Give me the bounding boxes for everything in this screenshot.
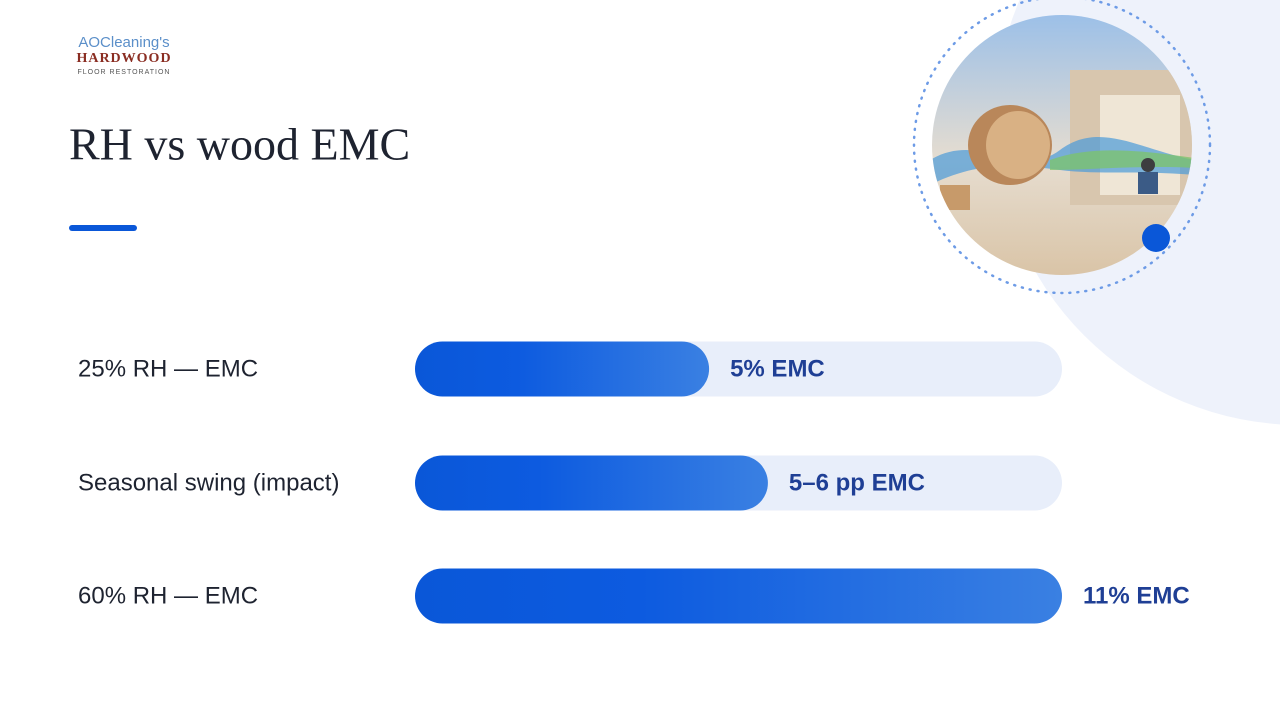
bar	[415, 568, 1062, 624]
dotted-ring	[912, 0, 1212, 295]
logo-line: AOCleaning's	[78, 34, 169, 51]
logo-line: FLOOR RESTORATION	[78, 69, 171, 76]
value-label: 5% EMC	[730, 355, 825, 382]
bar	[415, 341, 710, 397]
accent-dot	[1142, 224, 1170, 252]
logo-line: HARDWOOD	[76, 51, 171, 66]
category-label: 25% RH — EMC	[78, 355, 258, 382]
bar	[415, 455, 768, 511]
value-label: 11% EMC	[1083, 582, 1190, 609]
category-label: 60% RH — EMC	[78, 582, 258, 609]
category-label: Seasonal swing (impact)	[78, 469, 339, 496]
title-underline	[69, 225, 137, 231]
chart-title: RH vs wood EMC	[69, 119, 410, 170]
value-label: 5–6 pp EMC	[789, 469, 925, 496]
